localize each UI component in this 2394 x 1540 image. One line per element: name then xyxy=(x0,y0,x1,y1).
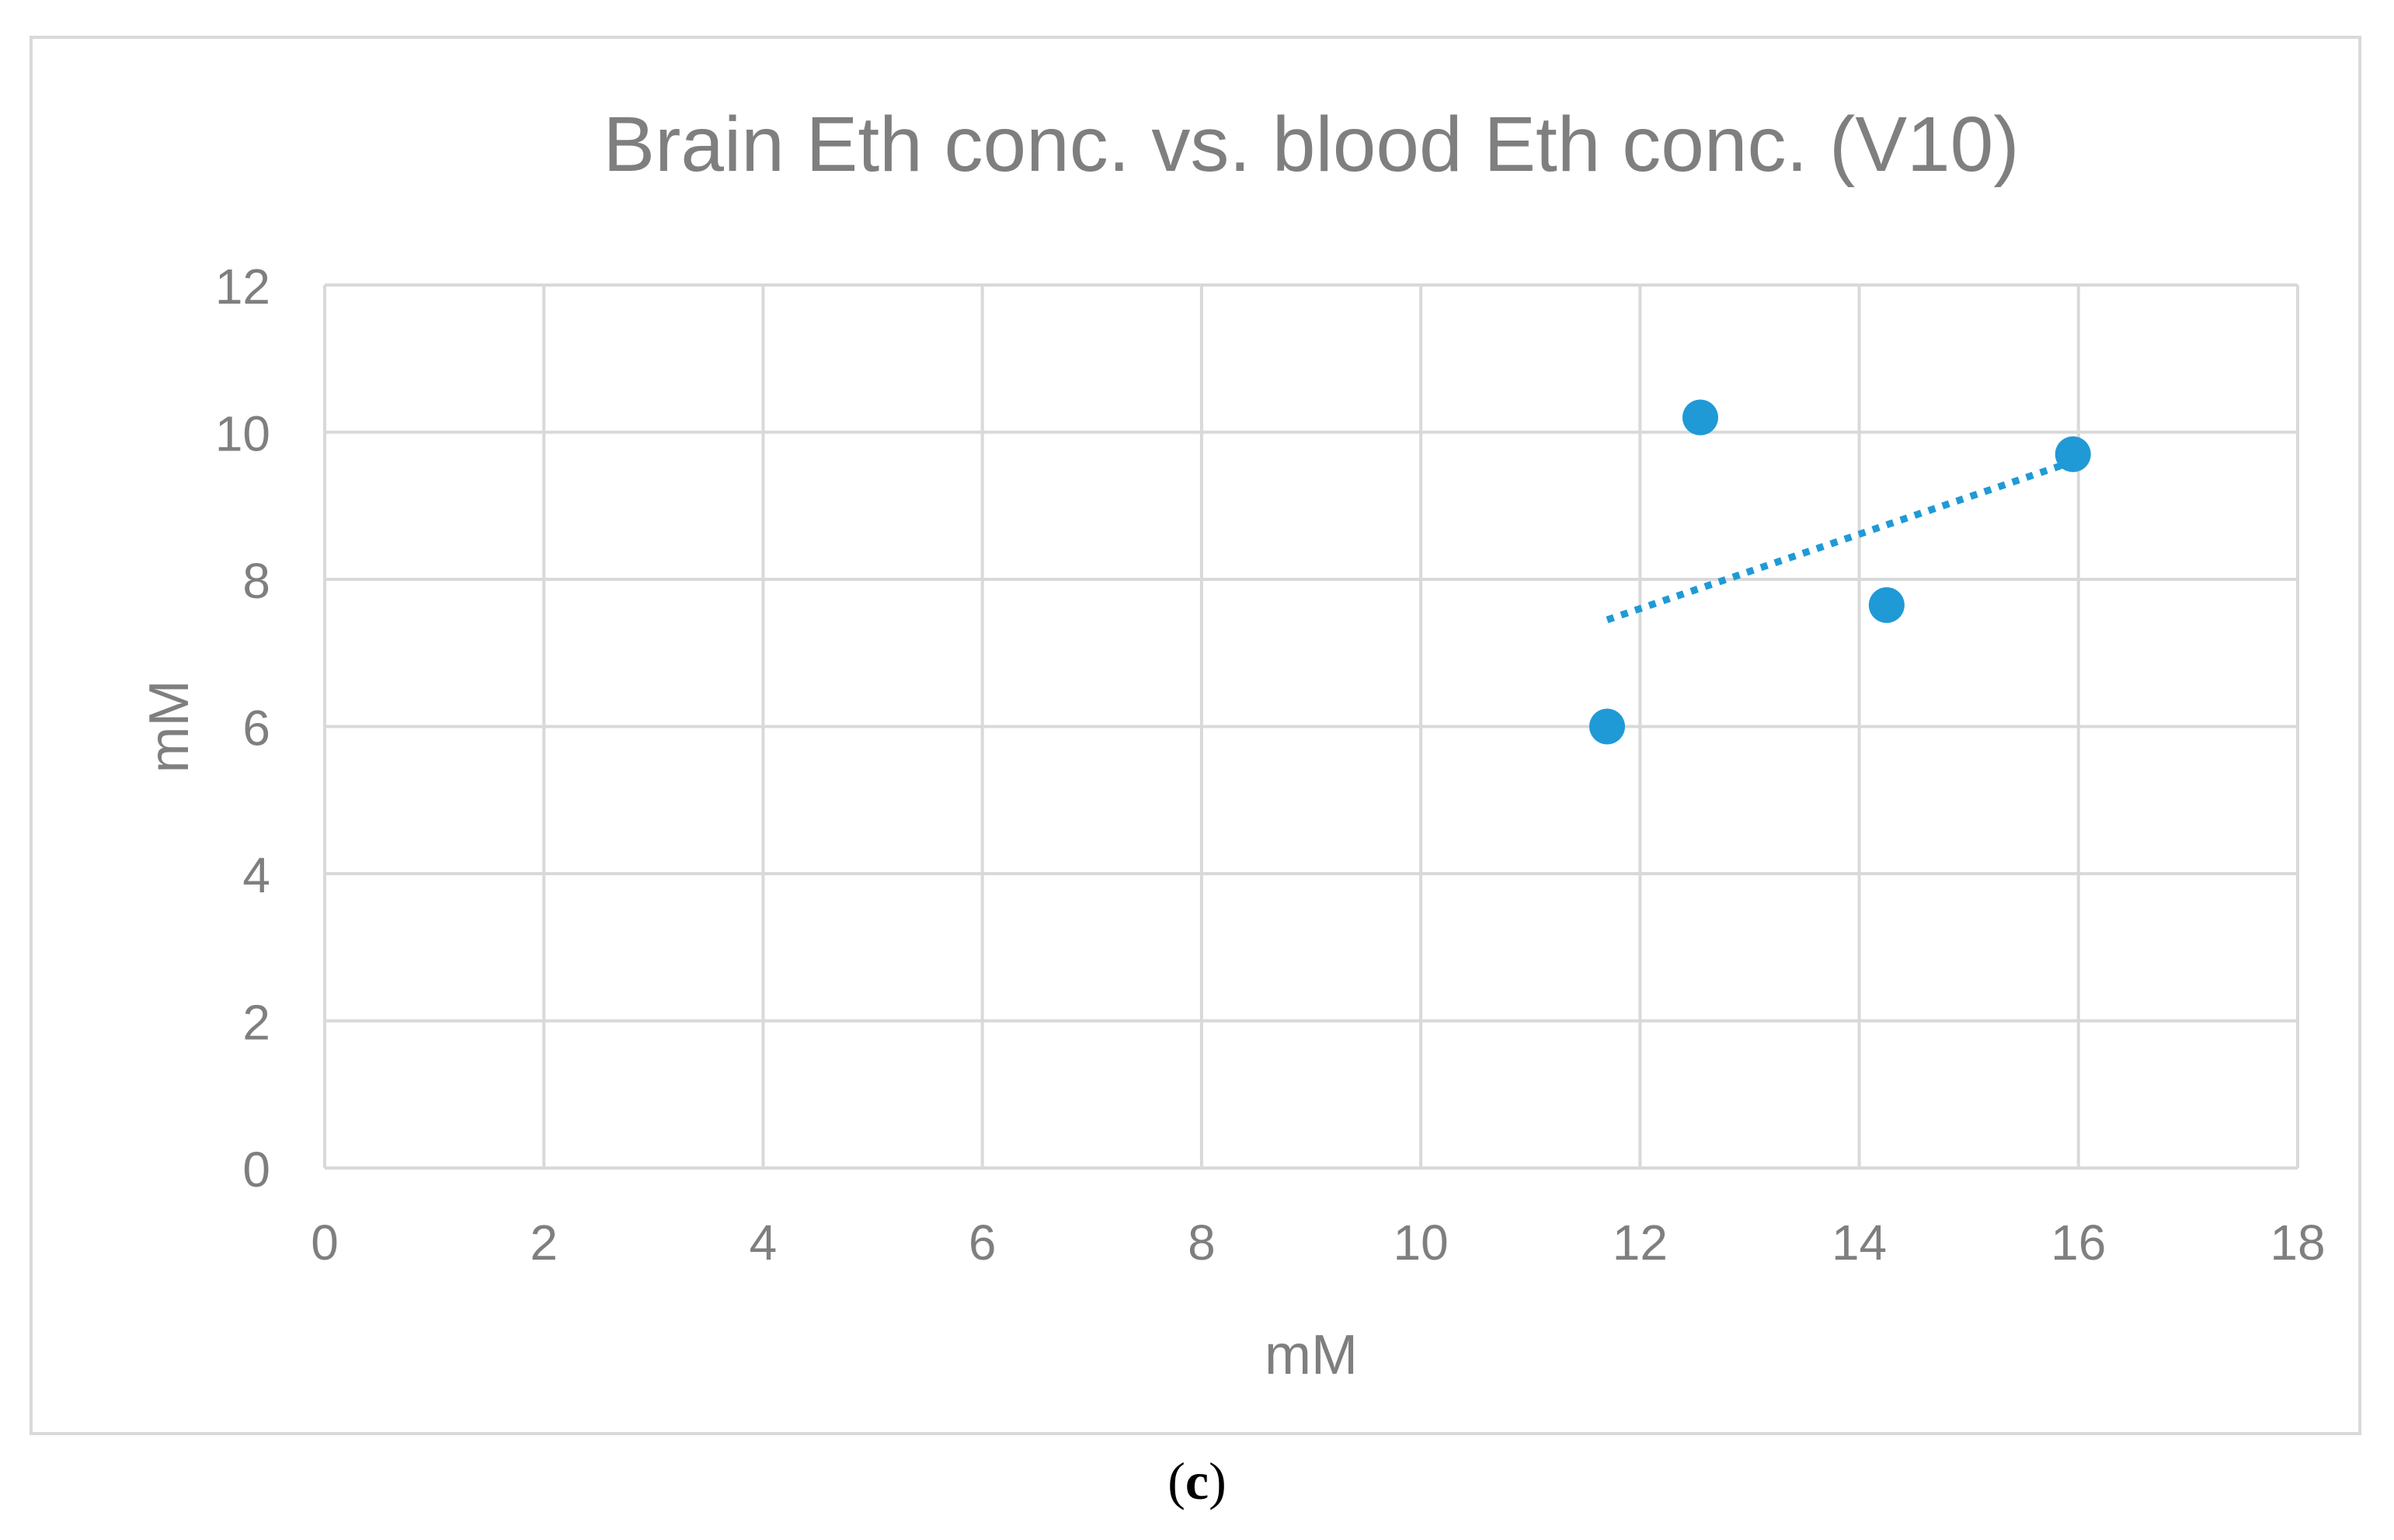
data-point-3 xyxy=(1868,587,1905,624)
x-tick-label-18: 18 xyxy=(2270,1215,2325,1271)
x-tick-label-14: 14 xyxy=(1832,1215,1887,1271)
x-tick-label-12: 12 xyxy=(1613,1215,1668,1271)
x-tick-label-16: 16 xyxy=(2051,1215,2106,1271)
caption-letter: c xyxy=(1185,1451,1209,1510)
y-axis-label: mM xyxy=(138,680,200,773)
x-tick-label-10: 10 xyxy=(1394,1215,1449,1271)
x-tick-label-8: 8 xyxy=(1188,1215,1216,1271)
y-tick-label-8: 8 xyxy=(242,553,270,609)
caption-open-paren: ( xyxy=(1167,1451,1185,1510)
x-tick-label-0: 0 xyxy=(311,1215,339,1271)
x-axis-label: mM xyxy=(1265,1324,1358,1386)
y-tick-label-12: 12 xyxy=(215,259,270,315)
y-tick-label-10: 10 xyxy=(215,406,270,462)
data-point-2 xyxy=(1682,399,1718,436)
caption-close-paren: ) xyxy=(1209,1451,1227,1510)
chart-frame: Brain Eth conc. vs. blood Eth conc. (V10… xyxy=(30,36,2361,1435)
x-tick-label-4: 4 xyxy=(750,1215,778,1271)
figure-caption: (c) xyxy=(0,1451,2394,1512)
chart-title: Brain Eth conc. vs. blood Eth conc. (V10… xyxy=(603,101,2019,188)
grid-layer xyxy=(323,283,2299,1170)
trendline-layer xyxy=(1606,458,2075,624)
y-tick-label-4: 4 xyxy=(242,847,270,903)
tick-labels: 0 2 4 6 8 10 12 0 2 4 6 8 10 12 14 16 18 xyxy=(215,259,2326,1271)
y-tick-label-0: 0 xyxy=(242,1142,270,1198)
y-tick-label-2: 2 xyxy=(242,995,270,1051)
data-points xyxy=(1589,399,2091,745)
trendline xyxy=(1606,458,2075,624)
data-point-1 xyxy=(1589,708,1625,745)
chart-svg: Brain Eth conc. vs. blood Eth conc. (V10… xyxy=(138,101,2326,1386)
x-tick-label-6: 6 xyxy=(969,1215,997,1271)
y-tick-label-6: 6 xyxy=(242,700,270,756)
x-tick-label-2: 2 xyxy=(530,1215,558,1271)
data-point-4 xyxy=(2055,436,2091,472)
